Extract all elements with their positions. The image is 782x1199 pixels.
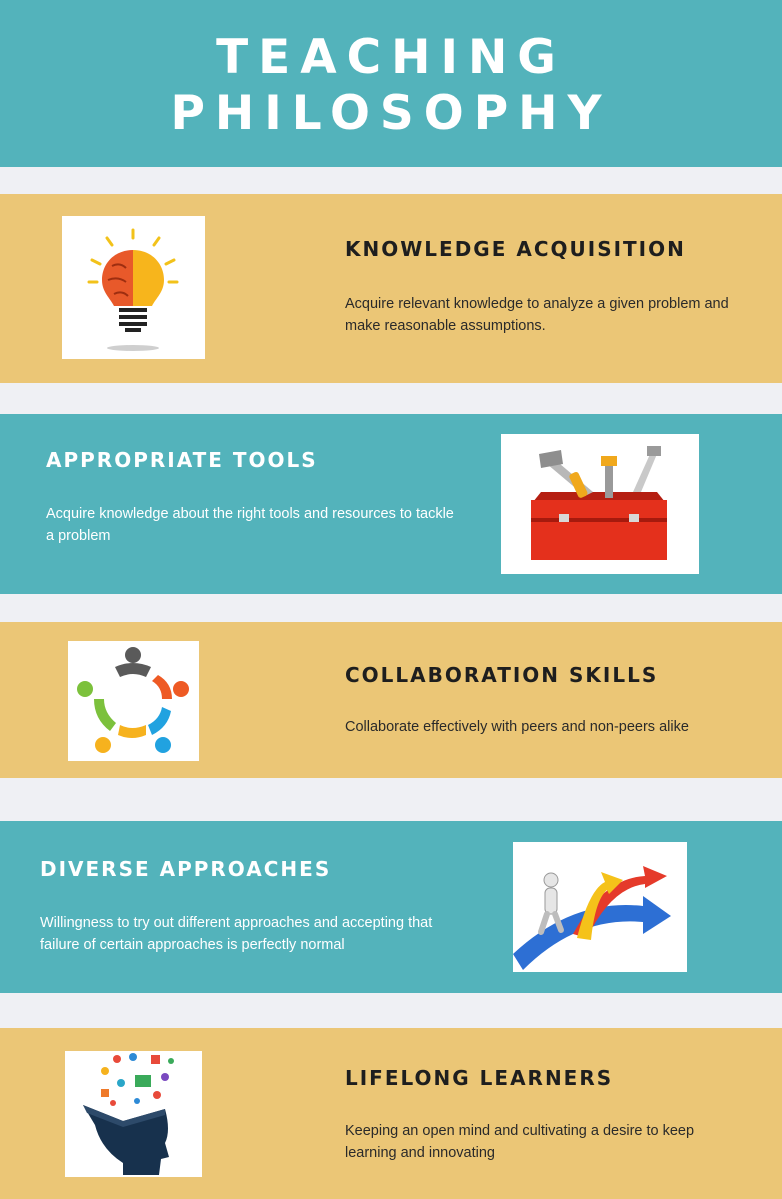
team-circle-icon	[68, 641, 199, 761]
section-heading: KNOWLEDGE ACQUISITION	[345, 237, 686, 261]
section-heading: DIVERSE APPROACHES	[40, 857, 332, 881]
diverging-arrows-icon	[513, 842, 687, 972]
section-knowledge-acquisition: KNOWLEDGE ACQUISITION Acquire relevant k…	[0, 194, 782, 383]
title-line-1: TEACHING	[216, 30, 566, 85]
title-line-2: PHILOSOPHY	[170, 86, 612, 141]
section-diverse-approaches: DIVERSE APPROACHES Willingness to try ou…	[0, 821, 782, 993]
section-text: Acquire knowledge about the right tools …	[46, 506, 454, 544]
section-text: Willingness to try out different approac…	[40, 915, 433, 953]
section-heading: LIFELONG LEARNERS	[345, 1066, 614, 1090]
header-banner: TEACHING PHILOSOPHY	[0, 0, 782, 167]
page-title: TEACHING PHILOSOPHY	[0, 30, 782, 142]
section-appropriate-tools: APPROPRIATE TOOLS Acquire knowledge abou…	[0, 414, 782, 594]
section-lifelong-learners: LIFELONG LEARNERS Keeping an open mind a…	[0, 1028, 782, 1199]
section-text: Collaborate effectively with peers and n…	[345, 719, 689, 735]
open-mind-head-icon	[65, 1051, 202, 1177]
section-collaboration-skills: COLLABORATION SKILLS Collaborate effecti…	[0, 622, 782, 778]
section-text: Keeping an open mind and cultivating a d…	[345, 1123, 695, 1161]
brain-lightbulb-icon	[62, 216, 205, 359]
section-text: Acquire relevant knowledge to analyze a …	[345, 296, 729, 334]
toolbox-icon	[501, 434, 699, 574]
section-heading: APPROPRIATE TOOLS	[46, 448, 318, 472]
section-heading: COLLABORATION SKILLS	[345, 663, 659, 687]
